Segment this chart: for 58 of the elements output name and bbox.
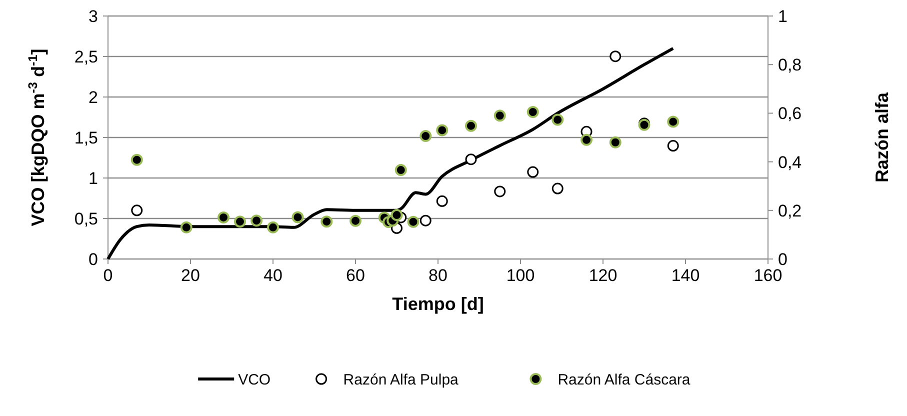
point (420, 130, 432, 142)
y2-tick-label: 0 (778, 250, 788, 269)
y2-tick-label: 1 (778, 6, 788, 26)
point (494, 186, 506, 198)
y-tick-label: 0 (88, 250, 98, 269)
y2-tick-label: 0,4 (778, 152, 802, 172)
point (180, 221, 192, 234)
point (610, 50, 622, 62)
y2-axis-title: Razón alfa (872, 92, 892, 183)
point (667, 116, 680, 128)
y-tick-label: 2,5 (74, 47, 98, 66)
x-tick-label: 20 (181, 266, 200, 285)
y-tick-label: 1 (88, 168, 98, 188)
point (131, 204, 143, 216)
y2-tick-label: 0,8 (778, 56, 802, 75)
point (667, 140, 679, 152)
point (526, 106, 539, 118)
legend-label: Razón Alfa Pulpa (343, 371, 460, 388)
x-tick-label: 40 (264, 266, 282, 285)
x-tick-label: 120 (588, 266, 618, 285)
point (580, 134, 592, 146)
point (130, 154, 143, 166)
y-tick-label: 1,5 (74, 128, 98, 148)
y2-tick-label: 0,6 (778, 104, 802, 124)
point (609, 136, 622, 148)
point (390, 209, 403, 222)
point (552, 114, 564, 126)
point (407, 216, 420, 228)
point (394, 164, 407, 176)
x-tick-label: 60 (346, 266, 365, 285)
point (250, 214, 262, 227)
point (320, 216, 333, 228)
y-tick-label: 3 (88, 6, 98, 26)
point (527, 166, 539, 178)
y-tick-label: 2 (88, 88, 98, 107)
x-tick-label: 80 (428, 266, 448, 285)
point (494, 110, 506, 122)
point (218, 211, 230, 224)
point (350, 214, 362, 227)
point (292, 211, 304, 224)
point (552, 182, 564, 194)
point (465, 154, 477, 166)
x-tick-label: 0 (103, 266, 113, 285)
line-series (106, 46, 675, 260)
point (436, 124, 448, 136)
y2-tick-label: 0,2 (778, 201, 802, 220)
point (234, 216, 246, 228)
point (420, 214, 432, 226)
point (267, 221, 279, 234)
point (436, 195, 448, 207)
legend-label: Razón Alfa Cáscara (558, 371, 691, 388)
x-tick-label: 100 (506, 266, 535, 285)
point (465, 120, 477, 132)
x-tick-label: 160 (754, 266, 782, 285)
legend-label: VCO (238, 371, 271, 388)
y-tick-label: 0,5 (74, 209, 98, 228)
x-axis-title: Tiempo [d] (392, 294, 484, 314)
x-tick-label: 140 (671, 266, 700, 285)
